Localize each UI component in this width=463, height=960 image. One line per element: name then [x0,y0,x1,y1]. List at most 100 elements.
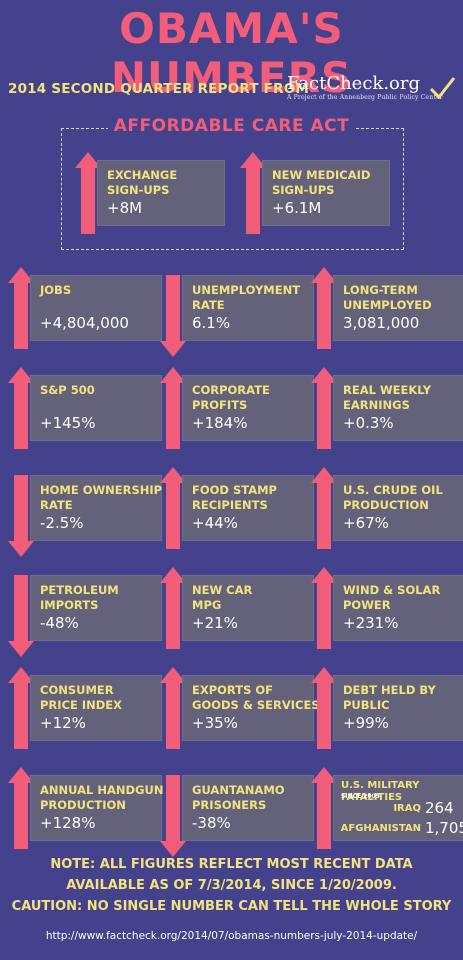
arrow-shape [160,367,186,449]
arrow-shape [160,467,186,549]
stat-box [30,375,162,441]
stat-label: DEBT HELD BY PUBLIC [343,683,436,712]
stat-label: FOOD STAMP RECIPIENTS [192,483,277,512]
stat-label: PETROLEUM IMPORTS [40,583,119,612]
arrow-shape [8,267,34,349]
stat-label: LONG-TERM UNEMPLOYED [343,283,432,312]
stat-value: 6.1% [192,314,231,332]
arrow-up-icon [75,152,101,234]
arrow-shape [311,267,337,349]
stat-label: REAL WEEKLY EARNINGS [343,383,432,412]
stat-value: -48% [40,614,79,632]
subtitle-row: 2014 SECOND QUARTER REPORT FROM FactChec… [0,73,463,107]
arrow-shape [311,567,337,649]
stat-box [182,475,314,541]
fatalities-box [333,775,463,841]
stat-box [30,775,162,841]
arrow-shape [8,667,34,749]
arrow-up-icon [8,767,34,849]
stat-value: +44% [192,514,238,532]
stat-box [182,275,314,341]
stat-label: GUANTANAMO PRISONERS [192,783,285,812]
arrow-up-icon [311,267,337,349]
stat-label: JOBS [40,283,72,297]
arrow-shape [160,567,186,649]
stat-box [30,475,162,541]
stat-box [333,475,463,541]
stat-box [182,675,314,741]
arrow-down-icon [160,275,186,357]
arrow-up-icon [8,267,34,349]
note-line-1: NOTE: ALL FIGURES REFLECT MOST RECENT DA… [50,857,413,872]
arrow-shape [160,667,186,749]
arrow-shape [8,575,34,657]
arrow-up-icon [311,467,337,549]
arrow-up-icon [160,367,186,449]
stat-value: +67% [343,514,389,532]
aca-title: AFFORDABLE CARE ACT [0,116,463,136]
arrow-up-icon [311,367,337,449]
arrow-shape [160,275,186,357]
logo-tagline: A Project of the Annenberg Public Policy… [287,94,443,101]
arrow-shape [240,152,266,234]
note-line-3: CAUTION: NO SINGLE NUMBER CAN TELL THE W… [11,899,452,914]
arrow-shape [8,767,34,849]
stat-box [182,775,314,841]
arrow-shape [8,367,34,449]
arrow-shape [160,775,186,857]
stat-value: +128% [40,814,96,832]
arrow-up-icon [160,667,186,749]
arrow-up-icon [160,467,186,549]
arrow-up-icon [8,667,34,749]
fatalities-row-value: 1,705 [425,819,463,837]
stat-value: +231% [343,614,399,632]
arrow-down-icon [8,575,34,657]
stat-box [30,675,162,741]
arrow-shape [75,152,101,234]
stat-box [97,160,225,226]
stat-label: CONSUMER PRICE INDEX [40,683,123,712]
stat-label: NEW CAR MPG [192,583,253,612]
stat-box [30,275,162,341]
stat-label: ANNUAL HANDGUN PRODUCTION [40,783,164,812]
logo-name: FactCheck.org [287,73,421,94]
arrow-up-icon [311,667,337,749]
stat-label: NEW MEDICAID SIGN-UPS [272,168,371,197]
stat-box [333,275,463,341]
stat-value: +99% [343,714,389,732]
arrow-down-icon [160,775,186,857]
stat-label: HOME OWNERSHIP RATE [40,483,163,512]
page-title: OBAMA'S NUMBERS [110,4,353,102]
source-url[interactable]: http://www.factcheck.org/2014/07/obamas-… [45,930,418,942]
factcheck-logo: FactCheck.org A Project of the Annenberg… [287,73,457,107]
stat-box [182,575,314,641]
stat-label: WIND & SOLAR POWER [343,583,441,612]
stat-value: +8M [107,199,143,217]
arrow-down-icon [8,475,34,557]
stat-label: EXCHANGE SIGN-UPS [107,168,178,197]
stat-value: +0.3% [343,414,394,432]
stat-label: CORPORATE PROFITS [192,383,270,412]
arrow-up-icon [160,567,186,649]
arrow-up-icon [311,567,337,649]
stat-value: 3,081,000 [343,314,420,332]
fatalities-row-name: AFGHANISTAN [340,823,421,834]
checkmark-icon [429,77,456,100]
stat-box [333,675,463,741]
arrow-shape [8,475,34,557]
stat-value: +184% [192,414,248,432]
stat-box [182,375,314,441]
arrow-shape [311,767,337,849]
fatalities-row-value: 264 [425,799,454,817]
stat-box [30,575,162,641]
arrow-shape [311,667,337,749]
stat-label: S&P 500 [40,383,95,397]
stat-label: EXPORTS OF GOODS & SERVICES [192,683,320,712]
stat-box [262,160,390,226]
stat-label: U.S. CRUDE OIL PRODUCTION [343,483,443,512]
stat-value: +12% [40,714,86,732]
arrow-up-icon [311,767,337,849]
fatalities-since: SINCE 2009 [341,793,380,800]
stat-label: UNEMPLOYMENT RATE [192,283,301,312]
note-line-2: AVAILABLE AS OF 7/3/2014, SINCE 1/20/200… [66,878,397,893]
